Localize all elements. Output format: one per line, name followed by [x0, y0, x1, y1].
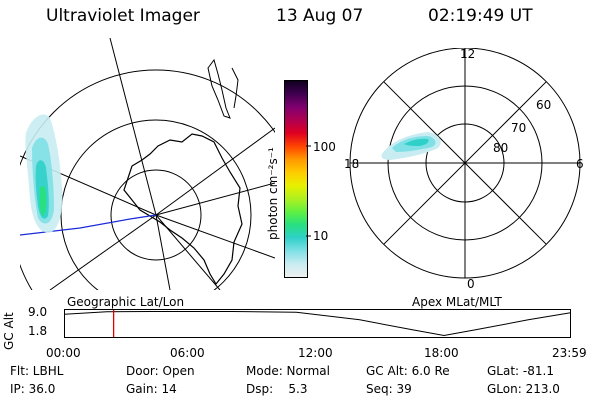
status-mode: Mode: Normal: [246, 364, 330, 378]
meridian: [155, 214, 275, 259]
altitude-plot: [64, 309, 571, 338]
status-glon: GLon: 213.0: [487, 382, 560, 396]
status-ip: IP: 36.0: [10, 382, 56, 396]
geographic-map: [20, 38, 275, 290]
coastline-islands: [231, 67, 239, 109]
altitude-xtick-1800: 18:00: [424, 346, 459, 360]
colorbar-tick-100: 100: [313, 140, 336, 154]
mlt-label-6: 6: [576, 157, 584, 171]
colorbar-ticks: [306, 145, 311, 237]
status-gc-alt: GC Alt: 6.0 Re: [366, 364, 450, 378]
colorbar-tick-10: 10: [313, 229, 329, 243]
colorbar-unit-label: photon cm⁻²s⁻¹: [266, 147, 280, 240]
altitude-xtick-1200: 12:00: [298, 346, 333, 360]
meridian: [155, 214, 171, 290]
lat-circle: [20, 69, 275, 290]
colorbar: [284, 80, 308, 278]
mlat-label-70: 70: [511, 121, 527, 135]
mlat-label-60: 60: [536, 98, 552, 112]
mlt-label-0: 0: [467, 277, 475, 291]
orbit-altitude-curve: [64, 311, 571, 337]
altitude-xtick-0600: 06:00: [170, 346, 205, 360]
altitude-ylabel: GC Alt: [2, 312, 16, 350]
altitude-xtick-2359: 23:59: [552, 346, 587, 360]
status-seq: Seq: 39: [366, 382, 412, 396]
auroral-oval-emission: [381, 132, 441, 160]
apex-caption: Apex MLat/MLT: [412, 295, 502, 309]
status-dsp: Dsp: 5.3: [246, 382, 308, 396]
status-gain: Gain: 14: [126, 382, 177, 396]
apex-polar-plot: [349, 48, 581, 279]
status-door: Door: Open: [126, 364, 195, 378]
mlt-label-18: 18: [344, 157, 360, 171]
lat-circle: [110, 169, 202, 261]
instrument-title: Ultraviolet Imager: [46, 6, 200, 26]
meridian: [109, 38, 157, 216]
meridian: [155, 127, 275, 216]
mlt-label-12: 12: [460, 47, 476, 61]
coastline-south-america: [207, 58, 231, 119]
auroral-emission: [25, 114, 63, 233]
altitude-xtick-0000: 00:00: [46, 346, 81, 360]
coastline-antarctica: [123, 133, 243, 286]
meridian: [49, 214, 157, 290]
observation-date: 13 Aug 07: [276, 6, 364, 26]
lat-circle: [60, 119, 252, 290]
altitude-ytick-low: 1.8: [28, 324, 48, 338]
status-filter: Flt: LBHL: [10, 364, 64, 378]
altitude-plot-frame: [64, 309, 571, 338]
altitude-ytick-high: 9.0: [28, 305, 48, 319]
geographic-caption: Geographic Lat/Lon: [67, 295, 185, 309]
observation-time: 02:19:49 UT: [428, 6, 533, 26]
status-glat: GLat: -81.1: [487, 364, 554, 378]
mlt-diagonal: [383, 81, 547, 245]
mlat-label-80: 80: [493, 141, 509, 155]
meridian: [155, 182, 275, 216]
